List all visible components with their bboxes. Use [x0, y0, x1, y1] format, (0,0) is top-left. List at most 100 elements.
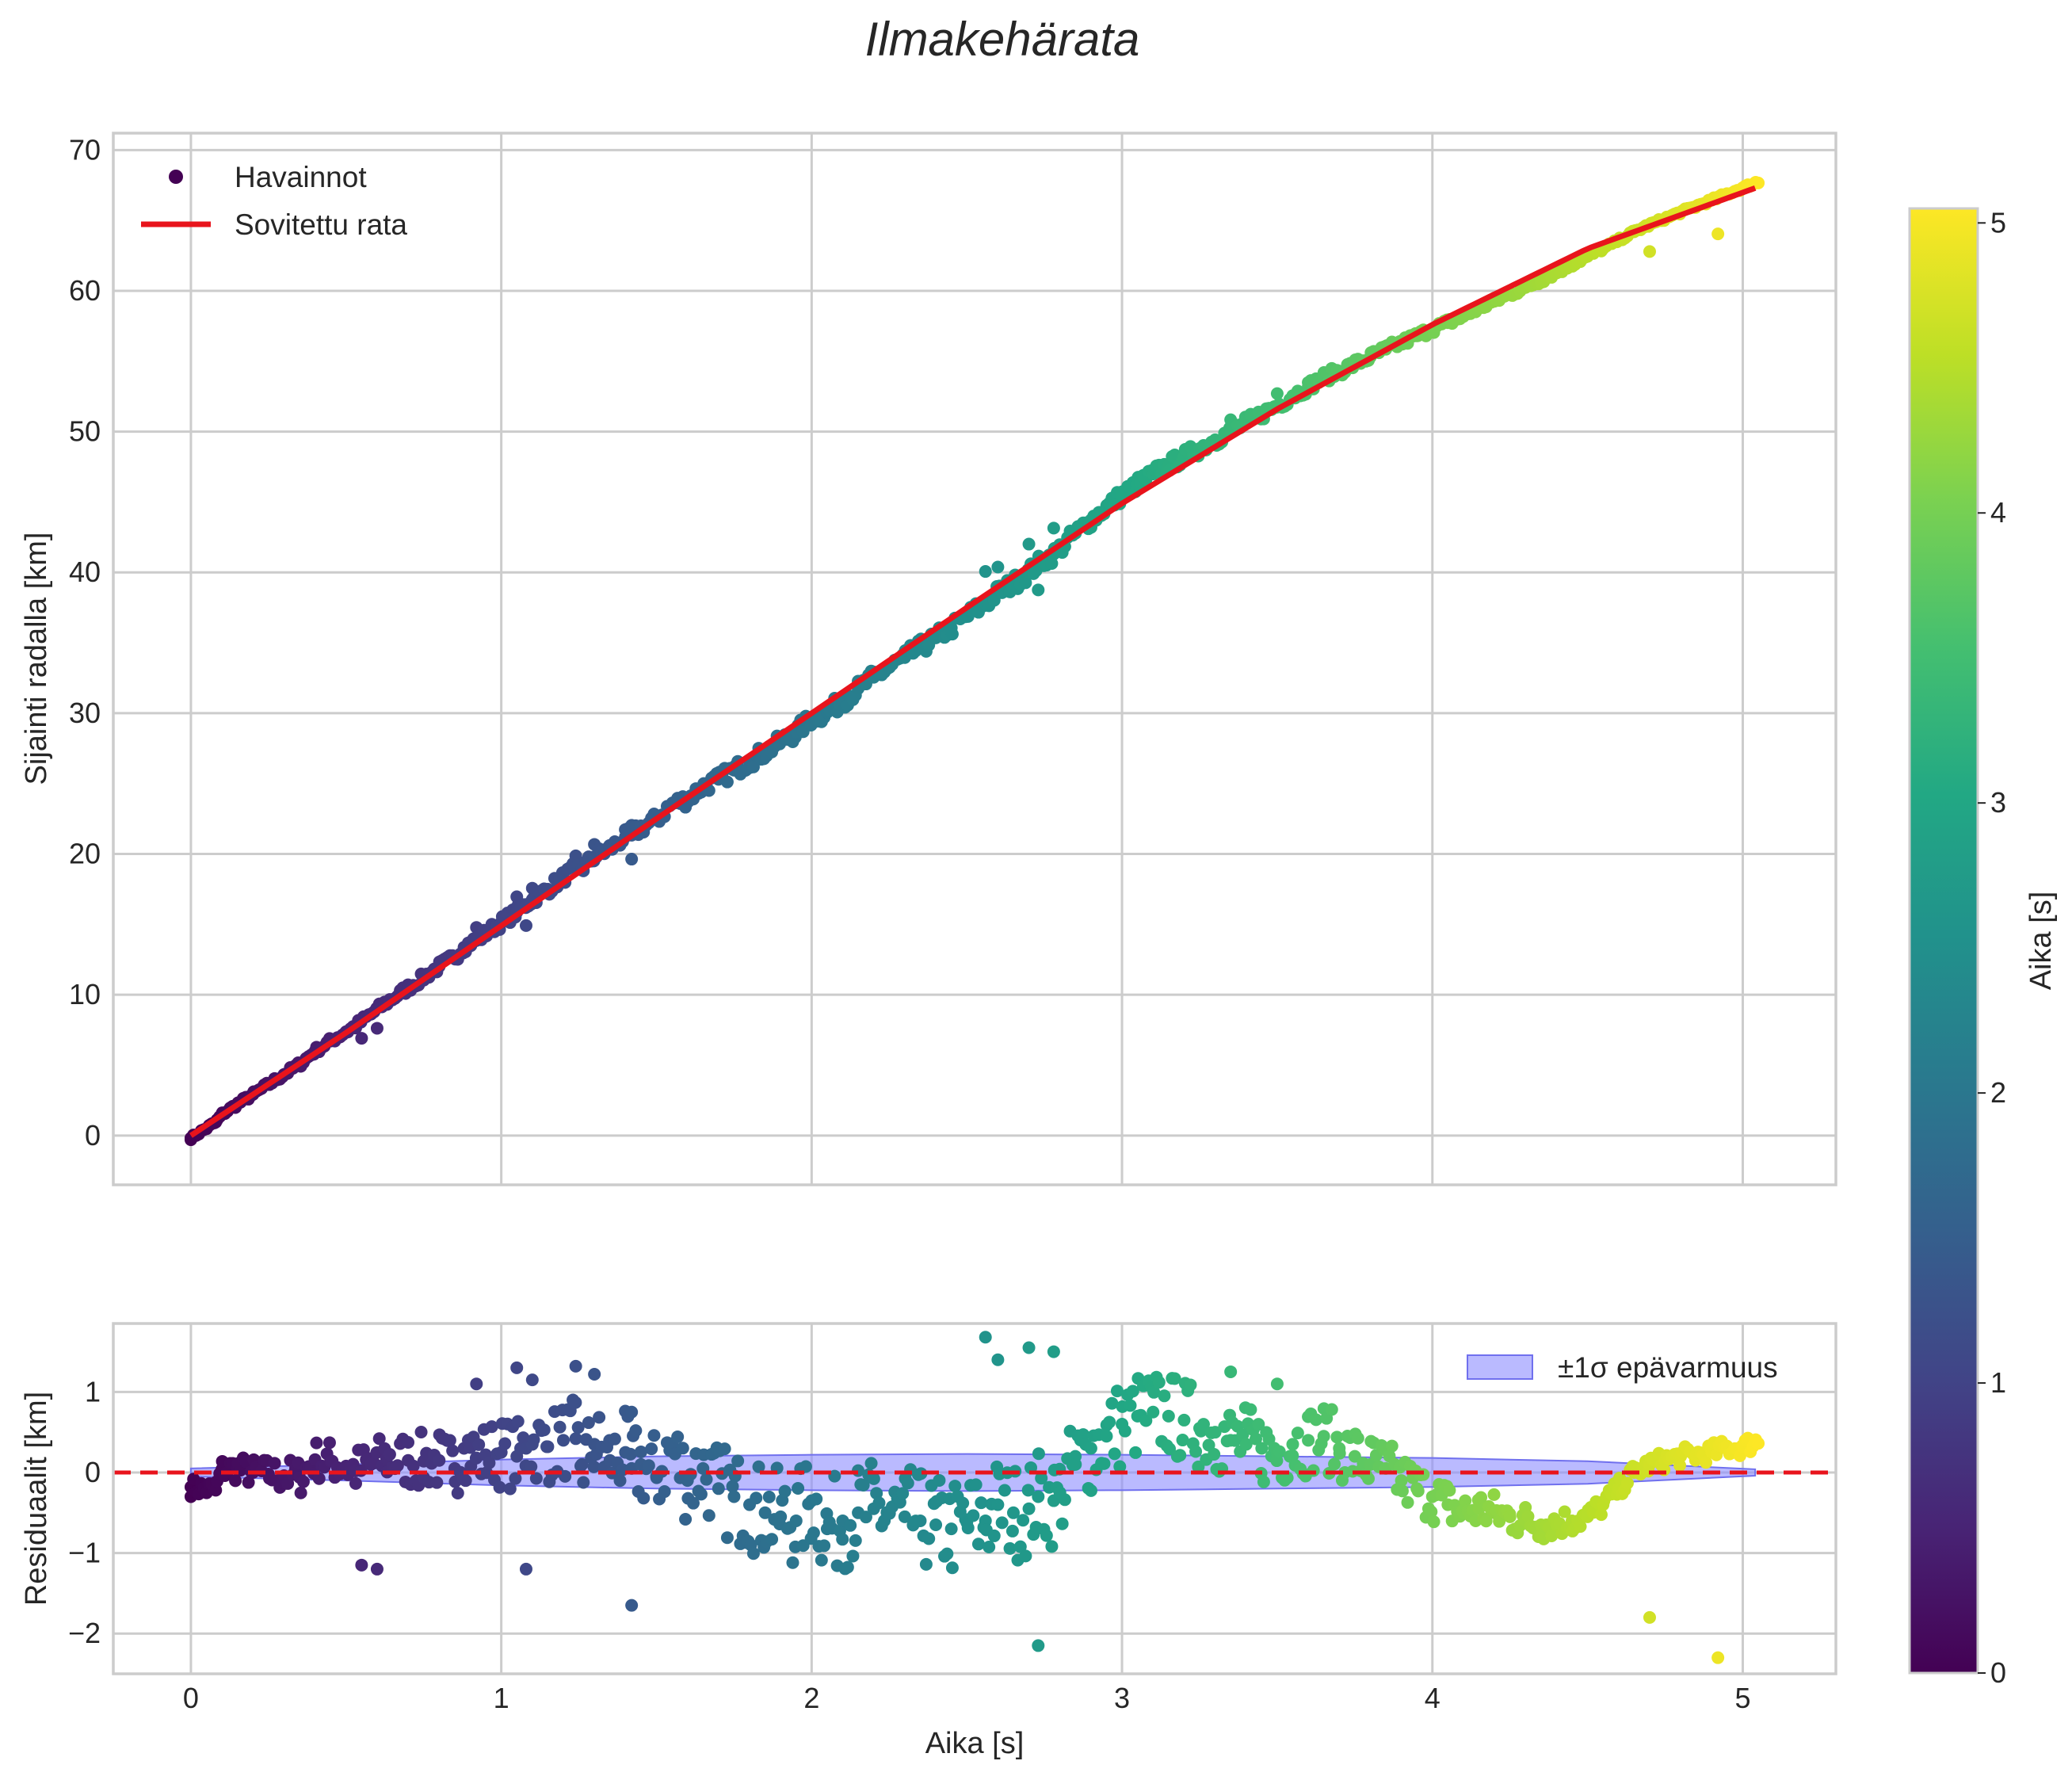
residual-point — [1286, 1438, 1299, 1451]
residual-point — [1643, 1610, 1656, 1624]
residual-point — [582, 1416, 595, 1430]
residual-point — [746, 1547, 760, 1560]
residual-point — [1163, 1442, 1177, 1456]
colorbar: 0 1 2 3 4 5 Aika [s] — [1908, 206, 2058, 1689]
top-y-tick-label: 0 — [85, 1119, 101, 1152]
residual-point — [322, 1436, 336, 1450]
residual-point — [870, 1487, 883, 1500]
residual-point — [1333, 1446, 1346, 1460]
residual-point — [1084, 1484, 1097, 1497]
observation-point — [1711, 227, 1725, 241]
bottom-y-tick-label: 1 — [85, 1375, 101, 1408]
residual-point — [998, 1484, 1011, 1497]
residual-point — [1252, 1418, 1265, 1431]
observation-point — [1022, 537, 1036, 551]
observation-points — [184, 176, 1765, 1147]
observation-point — [1643, 245, 1656, 258]
observation-point — [979, 565, 992, 579]
residual-point — [718, 1442, 731, 1456]
colorbar-tick-label: 2 — [1990, 1076, 2006, 1109]
chart-title: Ilmakehärata — [865, 13, 1140, 66]
residual-point — [1545, 1530, 1559, 1543]
residual-point — [443, 1434, 456, 1447]
residual-point — [750, 1492, 763, 1505]
residual-point — [537, 1423, 551, 1437]
residual-point — [792, 1482, 805, 1495]
residual-point — [310, 1436, 323, 1450]
residual-point — [844, 1518, 857, 1532]
residual-point — [1129, 1446, 1143, 1459]
residual-point — [1417, 1468, 1430, 1481]
residual-point — [569, 1396, 582, 1409]
residual-point — [575, 1457, 589, 1471]
residual-point — [979, 1514, 992, 1527]
top-panel-frame — [112, 132, 1837, 1186]
residual-point — [1177, 1413, 1191, 1427]
residual-point — [355, 1558, 368, 1572]
residual-point — [451, 1486, 464, 1499]
observation-point — [991, 560, 1005, 574]
residual-point — [1558, 1505, 1571, 1518]
residual-point — [778, 1484, 792, 1498]
residual-point — [587, 1460, 601, 1473]
colorbar-tick-label: 0 — [1990, 1656, 2006, 1689]
residual-point — [647, 1429, 661, 1442]
legend-label-sovitettu-rata: Sovitettu rata — [235, 208, 407, 241]
residual-point — [702, 1509, 715, 1522]
residual-point — [1479, 1515, 1493, 1528]
residual-point — [789, 1514, 803, 1527]
residual-point — [1385, 1439, 1399, 1453]
residual-point — [349, 1476, 362, 1490]
residual-point — [1097, 1457, 1111, 1470]
residual-point — [1058, 1493, 1071, 1507]
residual-point — [559, 1469, 572, 1483]
residual-point — [731, 1454, 745, 1468]
residual-point — [541, 1440, 555, 1453]
bottom-x-tick-label: 5 — [1734, 1682, 1750, 1714]
bottom-legend: ±1σ epävarmuus — [1467, 1351, 1778, 1384]
residual-point — [1250, 1432, 1263, 1446]
residual-point — [676, 1442, 689, 1455]
observation-point — [519, 919, 532, 932]
bottom-y-tick-label: −1 — [68, 1537, 101, 1569]
observation-point — [355, 1032, 368, 1045]
residual-point — [1270, 1377, 1284, 1391]
residual-point — [1124, 1399, 1137, 1412]
residual-point — [1427, 1515, 1440, 1529]
residual-point — [1173, 1449, 1187, 1462]
residual-point — [459, 1474, 472, 1488]
observation-point — [720, 775, 734, 789]
residual-point — [613, 1474, 627, 1488]
residual-point — [1487, 1488, 1501, 1501]
residual-point — [929, 1518, 943, 1532]
residual-point — [1139, 1414, 1153, 1427]
residual-point — [294, 1486, 307, 1499]
residual-point — [1022, 1502, 1036, 1515]
residual-point — [727, 1490, 741, 1503]
residual-point — [1168, 1372, 1181, 1385]
top-y-tick-label: 10 — [69, 978, 101, 1010]
residual-point — [1208, 1426, 1222, 1439]
residual-point — [406, 1459, 420, 1473]
residual-point — [577, 1476, 590, 1489]
residual-point — [679, 1512, 693, 1526]
residual-point — [762, 1490, 776, 1503]
residual-point — [1176, 1434, 1189, 1447]
residual-point — [1503, 1510, 1517, 1523]
residual-point — [503, 1482, 517, 1495]
observation-point — [1270, 387, 1284, 400]
residual-point — [898, 1510, 911, 1523]
residual-point — [1239, 1438, 1253, 1451]
residual-point — [941, 1547, 954, 1560]
residual-point — [242, 1476, 255, 1489]
residual-point — [948, 1480, 962, 1493]
residual-point — [1035, 1472, 1048, 1485]
residual-point — [525, 1373, 539, 1387]
observation-point — [1047, 521, 1060, 535]
residual-point — [493, 1480, 506, 1494]
residual-point — [1328, 1457, 1341, 1471]
residual-point — [872, 1496, 886, 1510]
residual-point — [1108, 1447, 1121, 1461]
residual-point — [498, 1437, 512, 1450]
residual-point — [1443, 1484, 1456, 1497]
